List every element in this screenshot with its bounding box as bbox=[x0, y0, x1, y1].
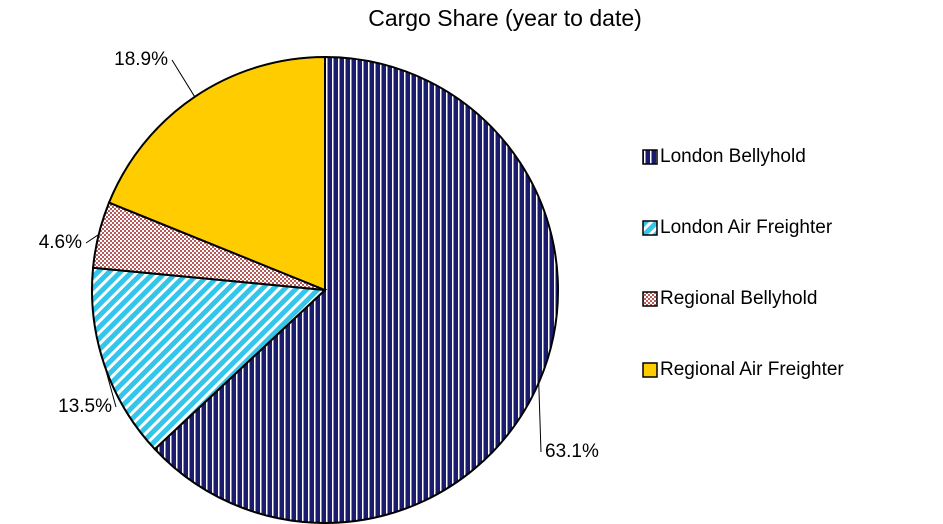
value-label: 4.6% bbox=[39, 232, 82, 253]
pie-slice bbox=[153, 55, 559, 524]
leader-line bbox=[171, 59, 196, 98]
chart-title: Cargo Share (year to date) bbox=[368, 5, 642, 31]
legend-swatch bbox=[642, 362, 658, 378]
leader-line bbox=[103, 364, 117, 408]
legend-swatch bbox=[642, 291, 658, 307]
value-label: 13.5% bbox=[58, 396, 112, 417]
value-label: 63.1% bbox=[545, 441, 599, 462]
leader-line bbox=[538, 382, 542, 453]
legend-label: London Air Freighter bbox=[660, 217, 833, 238]
legend-label: Regional Air Freighter bbox=[660, 359, 844, 380]
legend-swatch bbox=[642, 220, 658, 236]
value-label: 18.9% bbox=[114, 49, 168, 70]
legend-label: London Bellyhold bbox=[660, 146, 806, 167]
leader-line bbox=[85, 234, 99, 244]
legend-swatch bbox=[642, 149, 658, 165]
pie-slice bbox=[107, 55, 326, 292]
legend-label: Regional Bellyhold bbox=[660, 288, 817, 309]
